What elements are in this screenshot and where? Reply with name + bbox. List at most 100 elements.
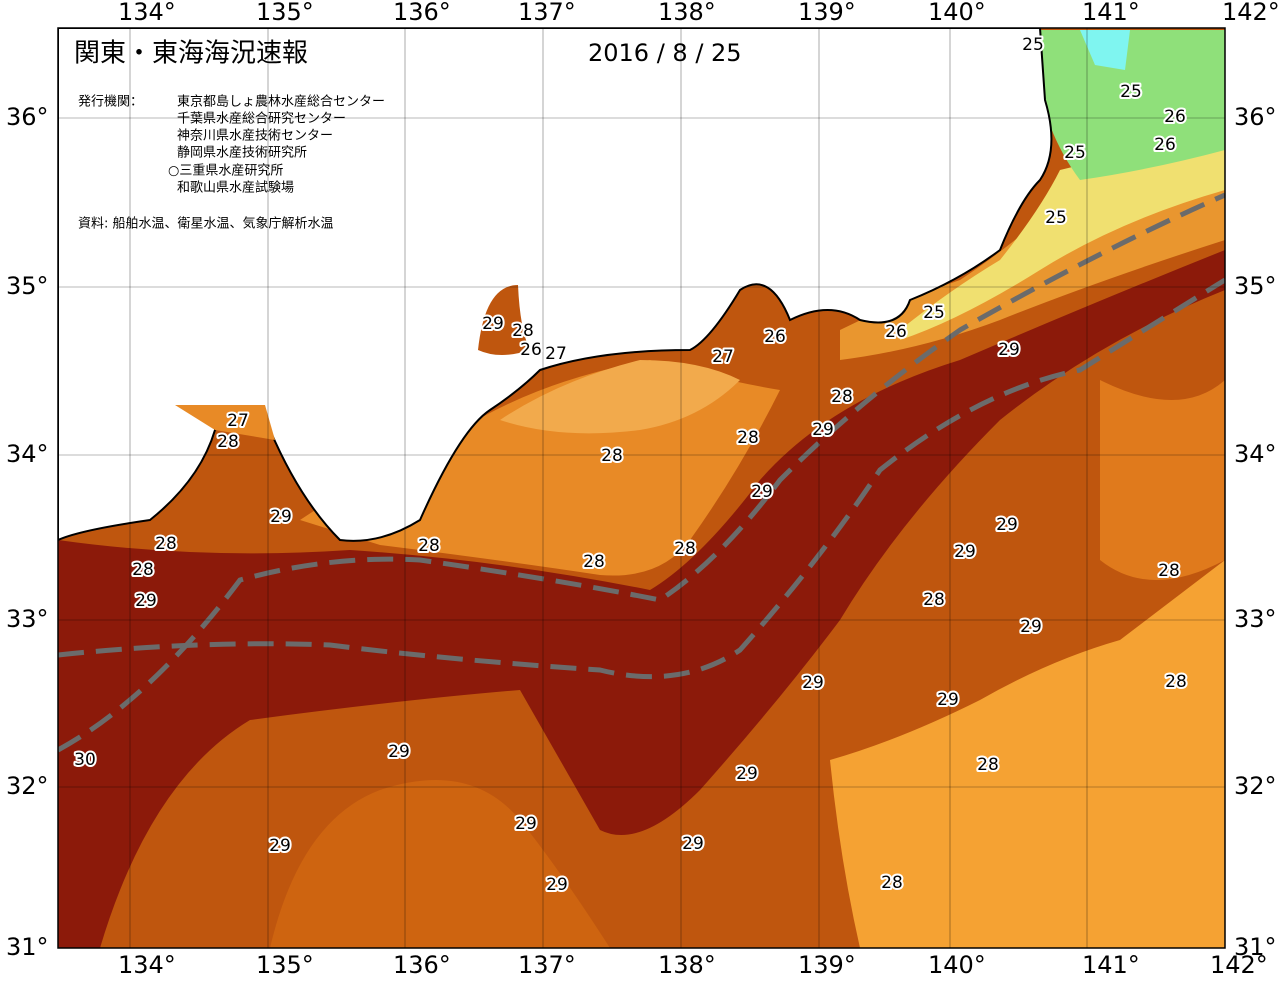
- contour-label: 28: [601, 446, 623, 466]
- lon-label: 137°: [518, 951, 576, 979]
- issuer: ○三重県水産研究所: [168, 163, 283, 179]
- contour-label: 27: [712, 347, 734, 367]
- kashima-green: [1030, 30, 1225, 180]
- lon-label: 141°: [1082, 0, 1140, 26]
- contour-label: 28: [1165, 672, 1187, 692]
- contour-label: 28: [737, 428, 759, 448]
- contour-label: 25: [1045, 208, 1067, 228]
- lat-label: 35°: [1234, 272, 1277, 300]
- contour-label: 25: [923, 303, 945, 323]
- lat-label: 35°: [6, 272, 49, 300]
- lon-label: 138°: [658, 0, 716, 26]
- lat-label: 36°: [6, 103, 49, 131]
- contour-label: 29: [682, 834, 704, 854]
- lon-label: 142°: [1222, 0, 1280, 26]
- issuer: 静岡県水産技術研究所: [177, 145, 307, 161]
- lat-label: 33°: [6, 605, 49, 633]
- lat-label: 33°: [1234, 605, 1277, 633]
- lat-labels: 36° 35° 34° 33° 32° 31° 36° 35° 34° 33° …: [6, 103, 1277, 961]
- contour-label: 26: [1154, 135, 1176, 155]
- contour-label: 29: [736, 764, 758, 784]
- contour-label: 29: [1020, 617, 1042, 637]
- lon-label: 137°: [518, 0, 576, 26]
- lon-label: 135°: [256, 951, 314, 979]
- issuer: 東京都島しょ農林水産総合センター: [177, 94, 385, 110]
- contour-label: 29: [751, 482, 773, 502]
- contour-label: 29: [937, 690, 959, 710]
- contour-label: 26: [520, 340, 542, 360]
- contour-label: 28: [881, 873, 903, 893]
- contour-label: 28: [831, 387, 853, 407]
- issuer: 和歌山県水産試験場: [177, 180, 294, 196]
- contour-label: 26: [885, 322, 907, 342]
- ise-bay: [478, 285, 530, 355]
- lon-label: 138°: [658, 951, 716, 979]
- map-area: [58, 28, 1225, 948]
- lat-label: 32°: [6, 772, 49, 800]
- contour-label: 28: [132, 560, 154, 580]
- lat-label: 31°: [6, 933, 49, 961]
- contour-label: 29: [998, 340, 1020, 360]
- coastal-light: [500, 360, 740, 434]
- contour-label: 29: [812, 420, 834, 440]
- contour-label: 25: [1064, 143, 1086, 163]
- contour-label: 28: [418, 536, 440, 556]
- contour-label: 29: [388, 742, 410, 762]
- contour-label: 29: [269, 836, 291, 856]
- map-frame: [57, 27, 1226, 949]
- lon-labels: 134° 135° 136° 137° 138° 139° 140° 141° …: [118, 0, 1280, 979]
- issuer: 神奈川県水産技術センター: [177, 128, 333, 144]
- lon-label: 140°: [928, 951, 986, 979]
- contour-label: 29: [135, 591, 157, 611]
- contour-label: 29: [546, 875, 568, 895]
- osaka-bay: [175, 405, 275, 440]
- lat-label: 32°: [1234, 772, 1277, 800]
- contour-label: 29: [996, 515, 1018, 535]
- lon-label: 139°: [798, 951, 856, 979]
- source: 資料: 船舶水温、衛星水温、気象庁解析水温: [78, 216, 334, 232]
- lat-label: 36°: [1234, 103, 1277, 131]
- lon-label: 134°: [118, 951, 176, 979]
- lat-label: 34°: [6, 440, 49, 468]
- lon-label: 136°: [393, 0, 451, 26]
- sea-patch: [270, 780, 610, 948]
- contour-label: 29: [515, 814, 537, 834]
- issuer: 千葉県水産総合研究センター: [177, 111, 346, 127]
- boso-yellow: [900, 130, 1225, 340]
- cold-patch: [1080, 30, 1130, 70]
- lon-label: 140°: [928, 0, 986, 26]
- contour-label: 28: [1158, 561, 1180, 581]
- sea-warm-mid: [1100, 380, 1225, 580]
- contour-label: 29: [802, 673, 824, 693]
- contour-label: 25: [1120, 82, 1142, 102]
- lat-label: 31°: [1234, 933, 1277, 961]
- contour-label: 26: [1164, 107, 1186, 127]
- contour-label: 28: [512, 321, 534, 341]
- kuroshio-core: [58, 250, 1225, 948]
- contour-label: 28: [977, 755, 999, 775]
- lon-label: 139°: [798, 0, 856, 26]
- lat-label: 34°: [1234, 440, 1277, 468]
- kuroshio-edge: [58, 277, 1225, 680]
- contour-label: 29: [270, 507, 292, 527]
- date: 2016 / 8 / 25: [588, 39, 742, 67]
- lon-label: 135°: [256, 0, 314, 26]
- title: 関東・東海海況速報: [74, 39, 308, 69]
- lon-label: 142°: [1210, 951, 1268, 979]
- grid: [58, 28, 1225, 948]
- contour-label: 27: [545, 344, 567, 364]
- issuer-label: 発行機関：: [78, 95, 143, 110]
- contour-label: 26: [764, 327, 786, 347]
- lon-label: 134°: [118, 0, 176, 26]
- contour-label: 28: [674, 539, 696, 559]
- contour-label: 28: [217, 432, 239, 452]
- contour-label: 28: [923, 590, 945, 610]
- sea-warm-light: [830, 560, 1225, 948]
- contour-label: 29: [954, 542, 976, 562]
- contour-label: 30: [74, 750, 96, 770]
- contour-label: 25: [1022, 35, 1044, 55]
- contour-label: 29: [482, 314, 504, 334]
- contour-label: 28: [155, 534, 177, 554]
- contour-label: 27: [227, 411, 249, 431]
